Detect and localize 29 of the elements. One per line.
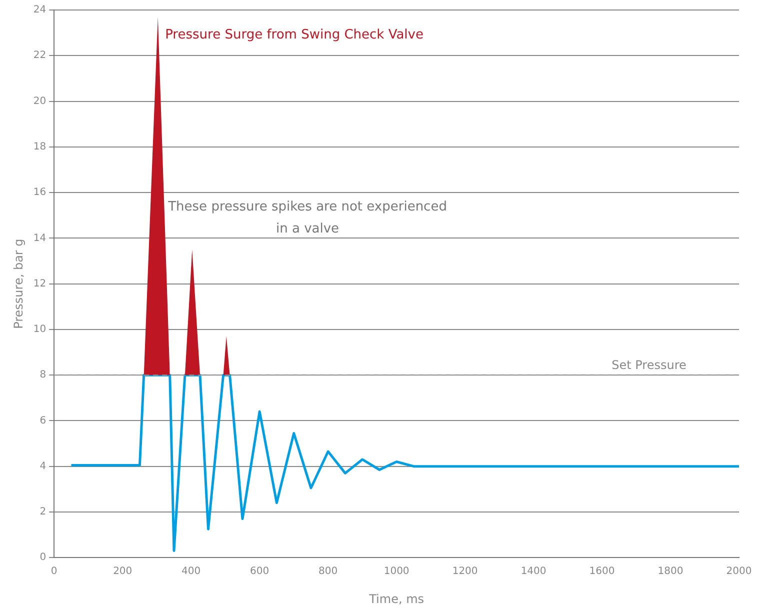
y-tick-label: 0 [40, 552, 46, 564]
x-tick-label: 200 [113, 566, 132, 578]
x-tick-label: 1800 [658, 566, 684, 578]
y-tick-label: 16 [33, 187, 46, 198]
y-tick-label: 24 [33, 4, 46, 16]
y-tick-label: 20 [33, 96, 46, 107]
y-tick-label: 8 [40, 370, 46, 381]
x-tick-label: 800 [318, 566, 338, 578]
x-tick-label: 1200 [452, 566, 478, 578]
y-tick-label: 4 [40, 460, 46, 472]
annotation: These pressure spikes are not experienced in a valve [167, 200, 447, 237]
y-tick-label: 14 [33, 232, 46, 244]
y-tick-label: 18 [33, 141, 46, 152]
y-tick-label: 12 [33, 278, 46, 290]
y-tick-label: 10 [33, 324, 46, 336]
x-tick-label: 2000 [726, 566, 752, 578]
x-tick-label: 0 [50, 566, 58, 578]
x-axis-title: Time, ms [368, 592, 424, 606]
x-tick-label: 400 [182, 566, 201, 578]
ref-line-label: Set Pressure [612, 358, 686, 372]
x-tick-label: 1000 [384, 566, 410, 578]
y-tick-label: 6 [40, 415, 46, 426]
x-tick-label: 1600 [589, 566, 615, 578]
annotation: Pressure Surge from Swing Check Valve [165, 27, 424, 42]
y-tick-label: 22 [33, 50, 46, 62]
x-tick-label: 600 [250, 566, 270, 578]
y-axis-title: Pressure, bar g [11, 238, 26, 329]
x-tick-label: 1400 [520, 566, 546, 578]
y-tick-label: 2 [40, 506, 46, 518]
